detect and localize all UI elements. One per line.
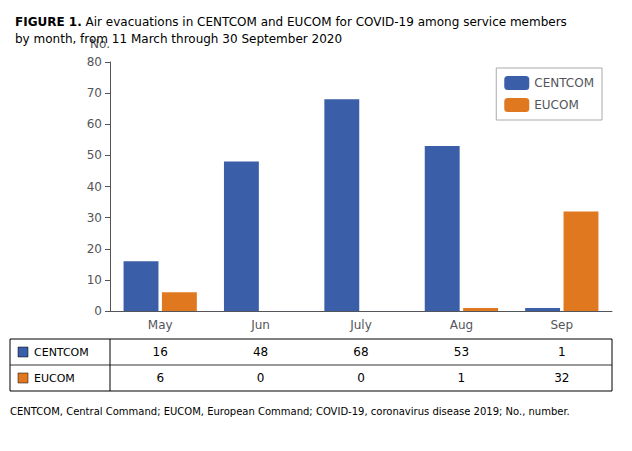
svg-text:Air evacuations in CENTCOM and: Air evacuations in CENTCOM and EUCOM for… [82,15,567,29]
svg-text:30: 30 [87,211,102,225]
svg-text:20: 20 [87,242,102,256]
svg-text:CENTCOM: CENTCOM [34,346,89,359]
svg-text:0: 0 [94,304,102,318]
svg-text:10: 10 [87,273,102,287]
svg-text:EUCOM: EUCOM [34,372,75,385]
svg-text:40: 40 [87,180,102,194]
svg-text:53: 53 [454,345,469,359]
svg-text:CENTCOM, Central Command; EUCO: CENTCOM, Central Command; EUCOM, Europea… [10,406,570,417]
svg-text:1: 1 [458,371,466,385]
svg-text:Sep: Sep [550,318,573,332]
svg-text:1: 1 [558,345,566,359]
svg-text:Jun: Jun [250,318,270,332]
svg-text:May: May [148,318,173,332]
svg-text:0: 0 [257,371,265,385]
svg-text:July: July [349,318,372,332]
svg-text:FIGURE 1.: FIGURE 1. [15,15,82,29]
svg-text:16: 16 [153,345,168,359]
svg-text:by month, from 11 March throug: by month, from 11 March through 30 Septe… [15,32,342,46]
svg-text:0: 0 [357,371,365,385]
svg-text:48: 48 [253,345,268,359]
svg-text:CENTCOM: CENTCOM [534,76,594,90]
svg-text:50: 50 [87,148,102,162]
svg-text:32: 32 [554,371,569,385]
svg-text:80: 80 [87,55,102,69]
svg-text:60: 60 [87,117,102,131]
svg-text:EUCOM: EUCOM [534,98,579,112]
svg-text:70: 70 [87,86,102,100]
svg-text:68: 68 [353,345,368,359]
svg-text:6: 6 [156,371,164,385]
svg-text:Aug: Aug [450,318,473,332]
